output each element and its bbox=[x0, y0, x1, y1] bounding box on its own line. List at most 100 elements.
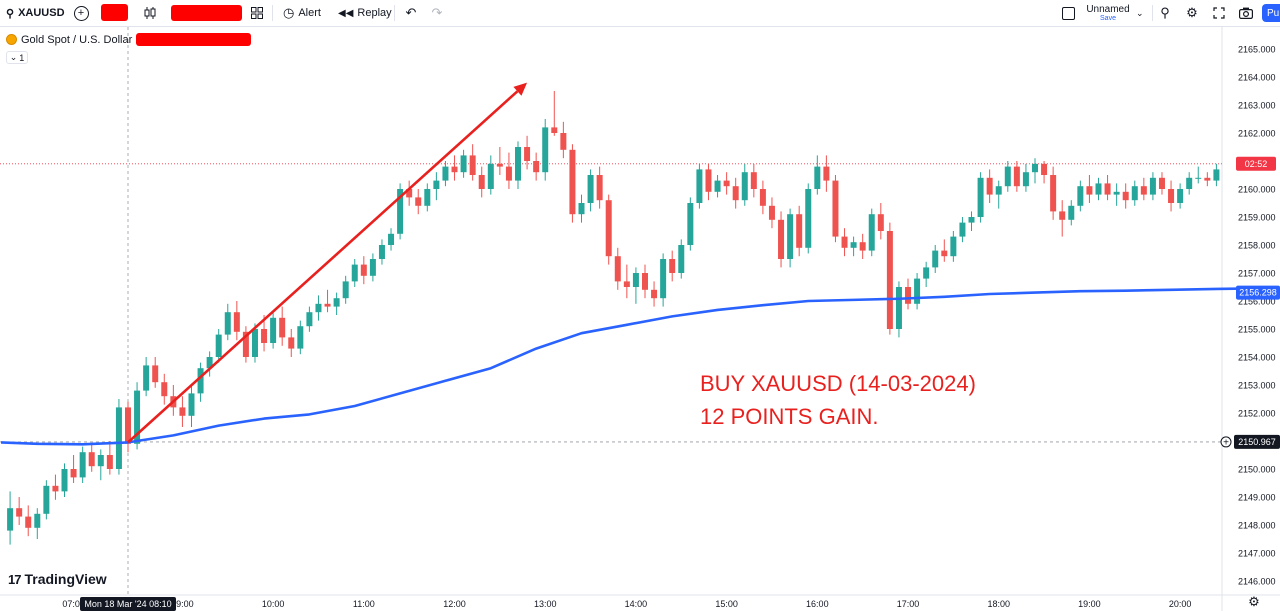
candle-body bbox=[768, 205, 775, 220]
fullscreen-button[interactable] bbox=[1211, 0, 1227, 26]
toolbar-divider bbox=[394, 5, 395, 21]
candle-body bbox=[1168, 189, 1175, 203]
candle-body bbox=[1131, 186, 1138, 201]
candle-body bbox=[297, 326, 304, 349]
candle-body bbox=[732, 186, 739, 201]
crosshair-date-label: Mon 18 Mar '24 08:10 bbox=[84, 599, 171, 609]
grid-layout-icon bbox=[251, 7, 263, 19]
candle-body bbox=[895, 287, 902, 329]
candle-body bbox=[125, 407, 131, 444]
candle-body bbox=[1059, 211, 1066, 220]
chart-type-button[interactable] bbox=[143, 0, 157, 26]
candle-body bbox=[478, 175, 485, 189]
candle-body bbox=[723, 180, 730, 187]
last-price-label-box bbox=[1236, 156, 1276, 171]
y-tick-label: 2164.000 bbox=[1238, 73, 1276, 83]
alert-button[interactable]: ◷ Alert bbox=[283, 0, 321, 26]
gear-icon: ⚙ bbox=[1248, 594, 1260, 609]
save-label: Save bbox=[1100, 14, 1116, 22]
candle-body bbox=[251, 329, 258, 357]
candle-body bbox=[968, 217, 975, 223]
compare-add-button[interactable]: + bbox=[72, 0, 90, 26]
undo-button[interactable]: ↶ bbox=[404, 0, 418, 26]
y-tick-label: 2159.000 bbox=[1238, 213, 1276, 223]
gold-coin-icon bbox=[6, 34, 17, 45]
crosshair-date-label-box bbox=[80, 597, 176, 611]
candle-body bbox=[1158, 177, 1165, 189]
x-tick-label: 09:00 bbox=[171, 599, 194, 609]
candle-body bbox=[197, 368, 204, 394]
candle-body bbox=[641, 273, 648, 290]
candle-body bbox=[832, 180, 839, 237]
candle-body bbox=[941, 250, 948, 257]
trend-arrow-line bbox=[127, 90, 519, 444]
candle-body bbox=[505, 166, 512, 181]
candle-body bbox=[959, 222, 966, 237]
layout-name-button[interactable]: Unnamed Save bbox=[1080, 0, 1136, 26]
y-tick-label: 2154.000 bbox=[1238, 353, 1276, 363]
candle-body bbox=[614, 256, 621, 282]
x-tick-label: 19:00 bbox=[1078, 599, 1101, 609]
candle-body bbox=[1186, 177, 1193, 189]
candle-body bbox=[533, 161, 540, 173]
replay-button[interactable]: ◀◀ Replay bbox=[338, 0, 392, 26]
candle-body bbox=[524, 147, 531, 161]
layout-menu-button[interactable]: ⌄ bbox=[1136, 0, 1144, 26]
add-alert-plus-icon[interactable] bbox=[1220, 436, 1232, 448]
redo-button[interactable]: ↷ bbox=[430, 0, 444, 26]
candle-body bbox=[378, 245, 385, 259]
candle-body bbox=[270, 317, 277, 343]
x-tick-label: 11:00 bbox=[353, 599, 375, 609]
undo-icon: ↶ bbox=[405, 5, 417, 20]
candle-body bbox=[551, 127, 558, 133]
symbol-search-button[interactable]: ⚲ XAUUSD bbox=[6, 0, 65, 26]
candle-body bbox=[97, 455, 104, 467]
candle-body bbox=[1013, 166, 1020, 187]
candle-body bbox=[61, 469, 68, 492]
candle-body bbox=[605, 200, 612, 257]
x-tick-label: 10:00 bbox=[262, 599, 285, 609]
candle-body bbox=[1086, 186, 1093, 195]
gear-icon: ⚙ bbox=[1186, 5, 1198, 20]
publish-button[interactable]: Pu bbox=[1262, 4, 1280, 22]
x-tick-label: 17:00 bbox=[897, 599, 920, 609]
candle-body bbox=[651, 289, 658, 299]
price-chart[interactable]: 2146.000 2147.000 2148.000 2149.000 2150.000… bbox=[0, 27, 1280, 611]
layout-square-icon bbox=[1062, 6, 1075, 20]
y-tick-label: 2150.000 bbox=[1238, 465, 1276, 475]
candle-body bbox=[877, 214, 884, 231]
y-tick-label: 2148.000 bbox=[1238, 521, 1276, 531]
x-tick-label: 18:00 bbox=[987, 599, 1010, 609]
y-tick-label: 2149.000 bbox=[1238, 493, 1276, 503]
candle-body bbox=[388, 233, 395, 245]
layouts-button[interactable] bbox=[250, 0, 264, 26]
candle-body bbox=[406, 189, 413, 198]
candle-body bbox=[16, 508, 23, 517]
collapse-legend-button[interactable]: ⌄ 1 bbox=[6, 51, 28, 64]
quick-search-button[interactable]: ⚲ bbox=[1157, 0, 1173, 26]
axis-settings-button[interactable]: ⚙ bbox=[1246, 594, 1262, 610]
candle-body bbox=[859, 242, 866, 251]
candle-body bbox=[560, 133, 567, 150]
candle-body bbox=[315, 303, 322, 313]
y-tick-label: 2155.000 bbox=[1238, 325, 1276, 335]
candle-body bbox=[288, 337, 295, 349]
tv-logo-icon: 17 bbox=[8, 571, 22, 587]
candle-body bbox=[224, 312, 231, 335]
trend-arrow-head bbox=[513, 82, 528, 96]
search-icon: ⚲ bbox=[1160, 5, 1170, 20]
redo-icon: ↷ bbox=[431, 5, 443, 20]
candle-body bbox=[1050, 175, 1057, 212]
settings-button[interactable]: ⚙ bbox=[1184, 0, 1200, 26]
candle-body bbox=[324, 303, 331, 307]
candle-body bbox=[206, 357, 213, 369]
candle-body bbox=[496, 163, 503, 167]
snapshot-button[interactable] bbox=[1238, 0, 1254, 26]
x-tick-label: 07:00 bbox=[62, 599, 85, 609]
candle-body bbox=[542, 127, 549, 173]
candle-body bbox=[787, 214, 794, 259]
candle-body bbox=[596, 175, 603, 201]
indicator-count: 1 bbox=[19, 52, 25, 63]
layout-icon-button[interactable] bbox=[1062, 0, 1075, 26]
y-tick-label: 2162.000 bbox=[1238, 129, 1276, 139]
